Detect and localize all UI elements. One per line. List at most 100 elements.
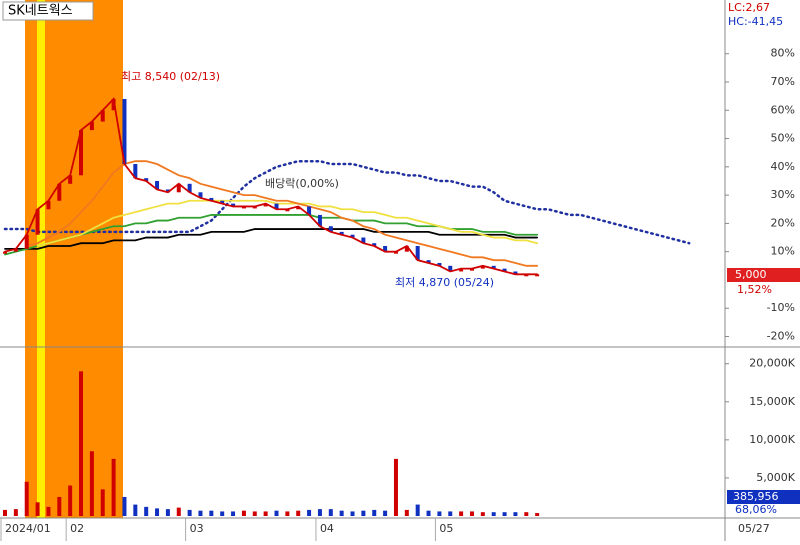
candle bbox=[459, 268, 464, 272]
candle bbox=[165, 189, 170, 193]
candle bbox=[524, 274, 529, 277]
candle bbox=[46, 200, 51, 210]
candle bbox=[274, 203, 279, 210]
volume-bar bbox=[133, 504, 138, 516]
volume-bar bbox=[274, 510, 279, 516]
candle bbox=[68, 175, 73, 184]
candle bbox=[372, 243, 377, 247]
volume-bar bbox=[383, 510, 388, 516]
volume-bar bbox=[404, 509, 409, 516]
candle bbox=[480, 265, 485, 269]
candle bbox=[3, 251, 7, 254]
candle bbox=[426, 260, 431, 263]
volume-bar bbox=[361, 510, 366, 516]
candle bbox=[122, 98, 127, 165]
hc-label: HC:-41,45 bbox=[728, 15, 783, 28]
volume-bar bbox=[491, 512, 496, 516]
volume-bar bbox=[317, 509, 322, 516]
candle bbox=[513, 271, 518, 275]
y-tick-label: 50% bbox=[771, 132, 795, 145]
volume-bar bbox=[469, 511, 474, 516]
volume-bar bbox=[339, 510, 344, 516]
price bbox=[4, 97, 539, 276]
volume-bar bbox=[89, 451, 94, 516]
candle bbox=[220, 200, 225, 204]
candle bbox=[35, 209, 40, 235]
volume-bar bbox=[437, 511, 442, 516]
volume-bar bbox=[372, 509, 377, 516]
volume-bar bbox=[155, 508, 160, 516]
candle bbox=[393, 251, 398, 254]
candle bbox=[350, 234, 355, 238]
y-tick-label: 10% bbox=[771, 245, 795, 258]
candle bbox=[79, 130, 84, 176]
volume-bar bbox=[209, 510, 214, 516]
volume-bar bbox=[513, 512, 518, 516]
candle bbox=[383, 246, 388, 252]
candle bbox=[252, 206, 257, 209]
candle bbox=[155, 180, 160, 190]
candle bbox=[187, 183, 192, 193]
dividend-annotation: 배당락(0,00%) bbox=[265, 177, 339, 190]
candle bbox=[241, 206, 246, 209]
volume-pct-tag: 68,06% bbox=[735, 503, 777, 516]
volume-bar bbox=[187, 509, 192, 516]
ma-black bbox=[4, 228, 539, 250]
volume-bar bbox=[13, 509, 18, 516]
candle bbox=[307, 206, 312, 215]
volume-bar bbox=[524, 512, 529, 516]
volume-bar bbox=[68, 485, 73, 516]
volume-bar bbox=[111, 458, 116, 516]
price-tag-text: 5,000 bbox=[735, 268, 767, 281]
volume-bar bbox=[448, 511, 453, 516]
volume-bar bbox=[144, 506, 149, 516]
y-tick-label: 20% bbox=[771, 216, 795, 229]
change-tag: 1,52% bbox=[737, 283, 772, 296]
volume-bar bbox=[480, 512, 485, 516]
leading-span bbox=[3, 159, 691, 245]
candle bbox=[535, 274, 540, 277]
candle bbox=[111, 98, 116, 111]
candle bbox=[361, 237, 366, 244]
candle bbox=[89, 121, 94, 131]
volume-bar bbox=[459, 511, 464, 516]
candle bbox=[404, 246, 409, 252]
y-tick-label: 20,000K bbox=[749, 357, 795, 370]
lc-label: LC:2,67 bbox=[728, 1, 770, 14]
low-annotation: 최저 4,870 (05/24) bbox=[395, 276, 494, 289]
candle bbox=[209, 197, 214, 201]
candle bbox=[13, 248, 18, 252]
volume-bar bbox=[165, 509, 170, 516]
candle bbox=[144, 178, 149, 181]
volume-bar bbox=[198, 510, 203, 516]
candle bbox=[437, 262, 442, 266]
volume-bar bbox=[24, 481, 29, 516]
candle bbox=[198, 192, 203, 198]
candle bbox=[448, 265, 453, 272]
candle bbox=[57, 183, 62, 201]
y-tick-label: 80% bbox=[771, 47, 795, 60]
x-tick-label: 2024/01 bbox=[5, 522, 51, 535]
volume-bar bbox=[350, 511, 355, 516]
x-tick-label: 02 bbox=[70, 522, 84, 535]
candle bbox=[415, 246, 420, 261]
candle bbox=[285, 209, 290, 212]
candle bbox=[317, 214, 322, 227]
volume-bar bbox=[296, 510, 301, 516]
volume-bar bbox=[46, 506, 51, 516]
volume-bar bbox=[79, 371, 84, 516]
candle bbox=[491, 265, 496, 269]
volume-bar bbox=[535, 513, 540, 516]
volume-bar bbox=[57, 496, 62, 516]
ma-orange bbox=[25, 160, 539, 267]
candle bbox=[133, 164, 138, 179]
ma-yellow bbox=[36, 199, 539, 247]
y-tick-label: -20% bbox=[767, 330, 795, 343]
volume-bar bbox=[307, 509, 312, 516]
high-annotation: 최고 8,540 (02/13) bbox=[121, 70, 220, 83]
candle bbox=[502, 268, 507, 272]
candle bbox=[296, 206, 301, 210]
volume-bar bbox=[35, 502, 40, 516]
